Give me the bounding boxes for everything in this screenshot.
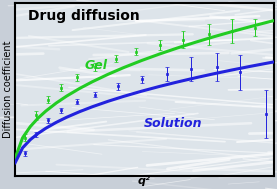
Text: Drug diffusion: Drug diffusion xyxy=(28,9,140,23)
Text: Gel: Gel xyxy=(85,59,108,72)
Y-axis label: Diffusion coefficient: Diffusion coefficient xyxy=(4,41,14,138)
X-axis label: q²: q² xyxy=(138,176,151,186)
Text: Solution: Solution xyxy=(144,117,203,130)
